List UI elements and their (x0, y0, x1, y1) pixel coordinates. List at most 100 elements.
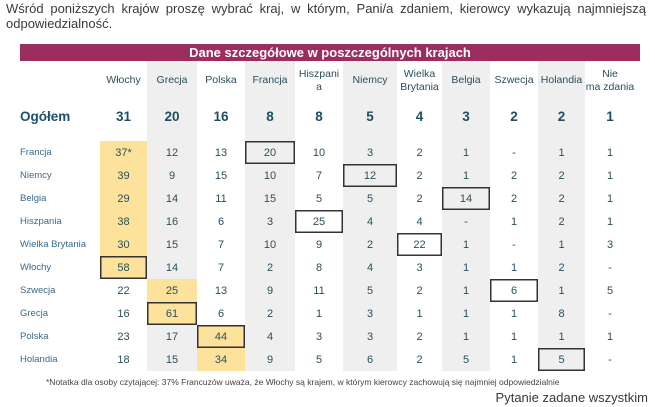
value-cell: 25 (147, 279, 197, 302)
table-title: Dane szczegółowe w poszczególnych krajac… (20, 44, 640, 61)
value-cell: 5 (442, 348, 490, 371)
table-row: Holandia 18 15 34 9 5 6 2 5 1 5- (20, 348, 635, 371)
value-cell: 3 (315, 330, 323, 343)
value-cell: 5 (315, 353, 323, 366)
value-cell: - (512, 146, 516, 159)
value-cell: 5 (343, 279, 397, 302)
row-label: Niemcy (20, 170, 52, 181)
value-cell: 10 (245, 164, 295, 187)
table-row: Niemcy 39 9 15 10 7 12 2 1 2 2 1 (20, 164, 635, 187)
value-cell: 12 (147, 141, 197, 164)
row-label: Włochy (20, 262, 52, 273)
table-row: Szwecja 22 25 13 9 11 5 2 1 6 1 5 (20, 279, 635, 302)
own-country-cell: 20 (245, 141, 295, 164)
value-cell: 11 (215, 192, 227, 205)
own-country-cell: 12 (343, 164, 397, 187)
value-cell: 15 (147, 233, 197, 256)
country-table: Włochy Grecja Polska Francja Hiszpani a Niemcy… (20, 61, 635, 371)
column-header: Belgia (442, 61, 490, 100)
total-value: 2 (510, 109, 518, 124)
column-header: Szwecja (494, 74, 534, 86)
value-cell: 38 (100, 210, 147, 233)
value-cell: 1 (538, 233, 585, 256)
value-cell: 1 (510, 330, 518, 343)
value-cell: 1 (510, 353, 518, 366)
row-label: Francja (20, 147, 52, 158)
value-cell: 5 (343, 187, 397, 210)
value-cell: 29 (100, 187, 147, 210)
value-cell: 6 (217, 215, 225, 228)
value-cell: 2 (538, 187, 585, 210)
table-row: Wielka Brytania 30 15 7 10 9 2 22 1-1 3 (20, 233, 635, 256)
row-label: Holandia (20, 354, 58, 365)
value-cell: 1 (442, 164, 490, 187)
value-cell: 1 (442, 256, 490, 279)
total-value: 8 (245, 100, 295, 133)
value-cell: 2 (245, 302, 295, 325)
own-country-cell: 6 (490, 279, 538, 302)
table-row: Włochy 58 14 7 2 8 4 3 1 1 2 - (20, 256, 635, 279)
value-cell: 9 (315, 238, 323, 251)
value-cell: - (512, 238, 516, 251)
value-cell: 1 (442, 325, 490, 348)
value-cell: 7 (217, 238, 225, 251)
value-cell: 1 (510, 215, 518, 228)
value-cell: 3 (343, 325, 397, 348)
value-cell: 16 (117, 307, 130, 320)
table-row: Hiszpania 38 16 6 3 25 4 4-1 2 1 (20, 210, 635, 233)
value-cell: 9 (147, 164, 197, 187)
value-cell: 17 (147, 325, 197, 348)
value-cell: 8 (315, 261, 323, 274)
value-cell: 1 (538, 141, 585, 164)
row-label: Belgia (20, 193, 47, 204)
value-cell: 6 (343, 348, 397, 371)
column-header: Hiszpani a (298, 67, 340, 93)
value-cell: 39 (100, 164, 147, 187)
value-cell: - (608, 261, 612, 274)
value-cell: 13 (214, 146, 228, 159)
value-cell: 1 (315, 307, 323, 320)
row-label: Szwecja (20, 285, 56, 296)
row-label: Polska (20, 331, 49, 342)
total-value: 8 (315, 109, 323, 124)
total-value: 20 (147, 100, 197, 133)
value-cell: 1 (606, 146, 614, 159)
value-cell: 2 (416, 353, 423, 366)
total-value: 4 (415, 109, 424, 124)
value-cell: 10 (312, 146, 326, 159)
value-cell: 18 (117, 353, 130, 366)
value-cell: 1 (442, 279, 490, 302)
value-cell: 4 (343, 256, 397, 279)
value-cell: 15 (147, 348, 197, 371)
column-header: Wielka Brytania (400, 67, 439, 93)
value-cell: 1 (510, 261, 518, 274)
total-value: 31 (115, 109, 132, 124)
total-row: Ogółem 31 20 16 8 8 5 4 3 2 2 1 (20, 100, 635, 133)
corner-cell (20, 61, 100, 100)
value-cell: 2 (538, 210, 585, 233)
value-cell: 3 (416, 261, 423, 274)
value-cell: 1 (538, 325, 585, 348)
value-cell: 3 (245, 210, 295, 233)
value-cell: 7 (217, 261, 225, 274)
value-cell: 3 (606, 238, 614, 251)
value-cell: 1 (416, 307, 423, 320)
row-label: Wielka Brytania (20, 239, 86, 250)
table-row: Belgia 29 14 11 15 5 5 2 14 2 2 1 (20, 187, 635, 210)
row-label: Ogółem (20, 109, 71, 124)
value-cell: 4 (343, 210, 397, 233)
value-cell: 2 (510, 169, 518, 182)
value-cell: 2 (245, 256, 295, 279)
column-header: Włochy (106, 74, 141, 86)
value-cell: 30 (100, 233, 147, 256)
column-header: Polska (205, 74, 237, 86)
column-header: Grecja (147, 61, 197, 100)
column-header: Francja (245, 61, 295, 100)
value-cell: 14 (147, 187, 197, 210)
value-cell: 15 (214, 169, 228, 182)
value-cell: - (442, 210, 490, 233)
value-cell: 8 (538, 302, 585, 325)
table-row: Grecja 16 61 6 2 1 3 1 1 1 8 - (20, 302, 635, 325)
value-cell: 22 (117, 284, 130, 297)
value-cell: 13 (214, 284, 228, 297)
